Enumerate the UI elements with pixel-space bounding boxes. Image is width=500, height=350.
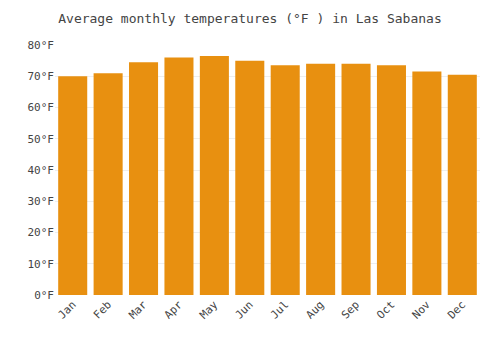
svg-text:40°F: 40°F (28, 164, 55, 177)
svg-text:Nov: Nov (410, 298, 434, 322)
svg-text:0°F: 0°F (34, 289, 54, 302)
svg-text:Aug: Aug (303, 298, 326, 321)
svg-text:Dec: Dec (445, 298, 468, 321)
svg-text:Jun: Jun (233, 298, 256, 321)
svg-text:Mar: Mar (126, 298, 150, 322)
svg-text:Apr: Apr (162, 298, 186, 322)
svg-text:Jan: Jan (55, 298, 78, 321)
svg-text:80°F: 80°F (28, 39, 55, 52)
svg-text:Sep: Sep (339, 298, 362, 321)
svg-text:May: May (197, 298, 221, 322)
svg-text:20°F: 20°F (28, 226, 55, 239)
svg-text:60°F: 60°F (28, 101, 55, 114)
svg-text:70°F: 70°F (28, 70, 55, 83)
svg-text:30°F: 30°F (28, 195, 55, 208)
svg-text:Jul: Jul (268, 298, 291, 321)
svg-text:Oct: Oct (374, 298, 397, 321)
svg-text:10°F: 10°F (28, 258, 55, 271)
svg-text:50°F: 50°F (28, 133, 55, 146)
svg-text:Average monthly temperatures (: Average monthly temperatures (°F ) in La… (58, 11, 442, 26)
svg-text:Feb: Feb (91, 298, 114, 321)
